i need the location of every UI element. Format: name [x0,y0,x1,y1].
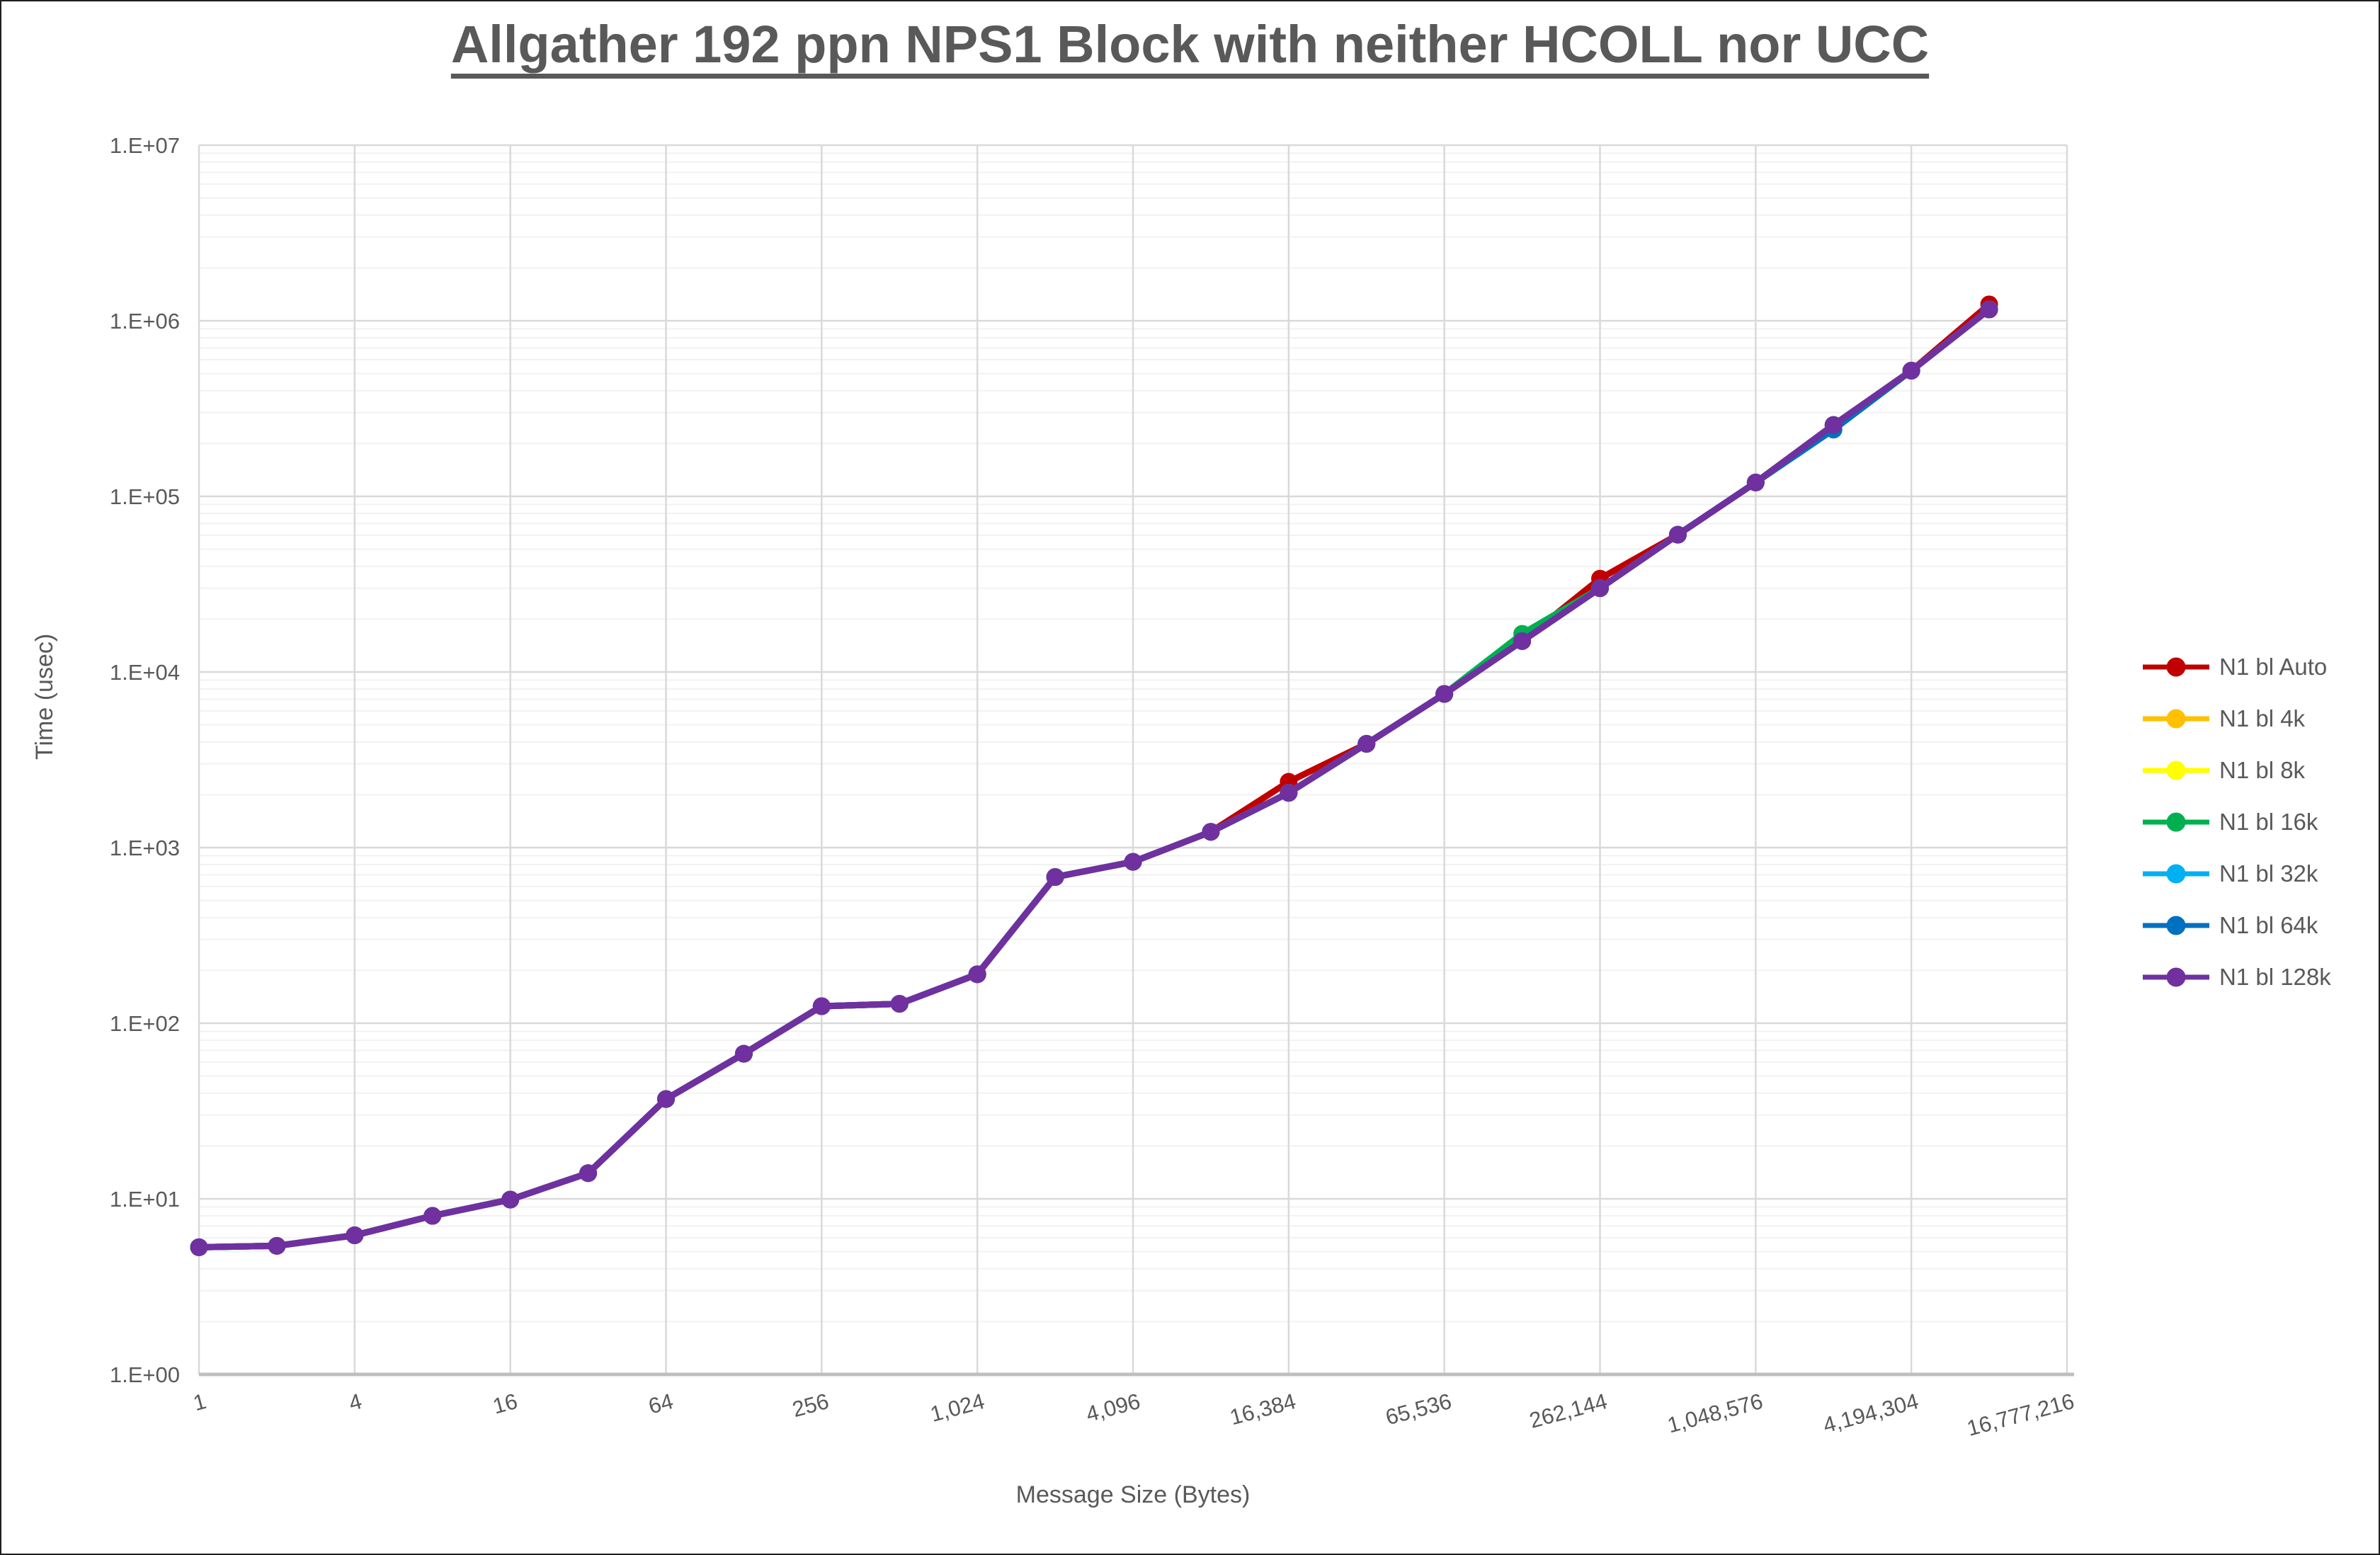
data-point [1280,784,1298,802]
data-point [1746,473,1765,491]
x-tick-label: 4 [346,1389,365,1416]
data-point [346,1226,364,1244]
legend-key-icon [2143,657,2209,676]
data-point [1824,416,1843,434]
y-tick-label: 1.E+07 [110,133,180,158]
data-point [1668,525,1687,544]
legend-key-icon [2143,916,2209,935]
legend-label: N1 bl 32k [2219,860,2318,887]
x-tick-label: 16,384 [1227,1389,1299,1430]
legend-item-n1-bl-8k: N1 bl 8k [2141,744,2331,796]
data-point [1591,579,1609,598]
x-tick-label: 4,194,304 [1821,1389,1921,1438]
series-n1-bl-auto [190,295,1998,1256]
x-tick-label: 262,144 [1527,1389,1610,1433]
data-point [1513,632,1532,650]
x-tick-label: 16,777,216 [1964,1389,2077,1441]
x-tick-label: 65,536 [1383,1389,1454,1430]
data-point [890,995,909,1013]
data-point [734,1044,753,1063]
y-tick-label: 1.E+03 [110,836,180,860]
legend-item-n1-bl-128k: N1 bl 128k [2141,951,2331,1003]
legend-label: N1 bl Auto [2219,653,2328,680]
legend-key-icon [2143,761,2209,780]
legend-key-icon [2143,864,2209,883]
legend-item-n1-bl-4k: N1 bl 4k [2141,693,2331,744]
x-axis-tick-labels: 1 4 16 64 256 1,024 4,096 16,384 65,536 262,144 1,… [190,1389,2077,1441]
y-tick-label: 1.E+04 [110,660,180,685]
data-point [1202,823,1220,841]
legend-label: N1 bl 8k [2219,756,2306,783]
data-point [579,1164,598,1183]
data-point [1902,361,1920,380]
y-axis-tick-labels: 1.E+00 1.E+01 1.E+02 1.E+03 1.E+04 1.E+05 1.E+… [110,133,180,1387]
legend-key-icon [2143,967,2209,986]
data-point [812,997,831,1015]
legend-label: N1 bl 64k [2219,911,2318,938]
x-tick-label: 1,024 [928,1389,987,1427]
legend-item-n1-bl-16k: N1 bl 16k [2141,796,2331,848]
y-tick-label: 1.E+06 [110,309,180,334]
legend-item-n1-bl-64k: N1 bl 64k [2141,899,2331,951]
legend-item-n1-bl-32k: N1 bl 32k [2141,848,2331,899]
legend-label: N1 bl 16k [2219,808,2318,835]
data-point [268,1236,286,1255]
y-tick-label: 1.E+02 [110,1011,180,1036]
data-point [657,1090,675,1108]
data-point [423,1207,442,1225]
data-point [1357,734,1376,753]
legend-item-n1-bl-auto: N1 bl Auto [2141,641,2331,693]
major-gridlines [198,144,2068,1374]
data-point [1124,853,1142,871]
legend-key-icon [2143,709,2209,728]
legend-key-icon [2143,812,2209,831]
x-tick-label: 16 [490,1389,520,1419]
data-point [190,1238,208,1256]
x-tick-label: 1,048,576 [1665,1389,1765,1438]
x-tick-label: 256 [790,1389,831,1422]
legend-label: N1 bl 128k [2219,963,2331,990]
y-tick-label: 1.E+01 [110,1187,180,1212]
y-tick-label: 1.E+05 [110,484,180,509]
data-point [501,1190,520,1209]
y-tick-label: 1.E+00 [110,1362,180,1387]
data-point [1046,868,1064,887]
legend-label: N1 bl 4k [2219,705,2306,731]
x-tick-label: 64 [646,1389,676,1419]
chart-title: Allgather 192 ppn NPS1 Block with neithe… [450,15,1930,74]
data-point [1980,300,1998,319]
data-point [1435,685,1454,703]
x-tick-label: 1 [190,1389,209,1416]
legend: N1 bl Auto N1 bl 4k N1 bl 8k N1 bl 16k N1 bl… [2141,641,2331,1003]
series-n1-bl-128k [190,300,1998,1256]
data-point [968,965,986,984]
x-axis-title: Message Size (Bytes) [1015,1481,1251,1508]
x-tick-label: 4,096 [1083,1389,1143,1427]
